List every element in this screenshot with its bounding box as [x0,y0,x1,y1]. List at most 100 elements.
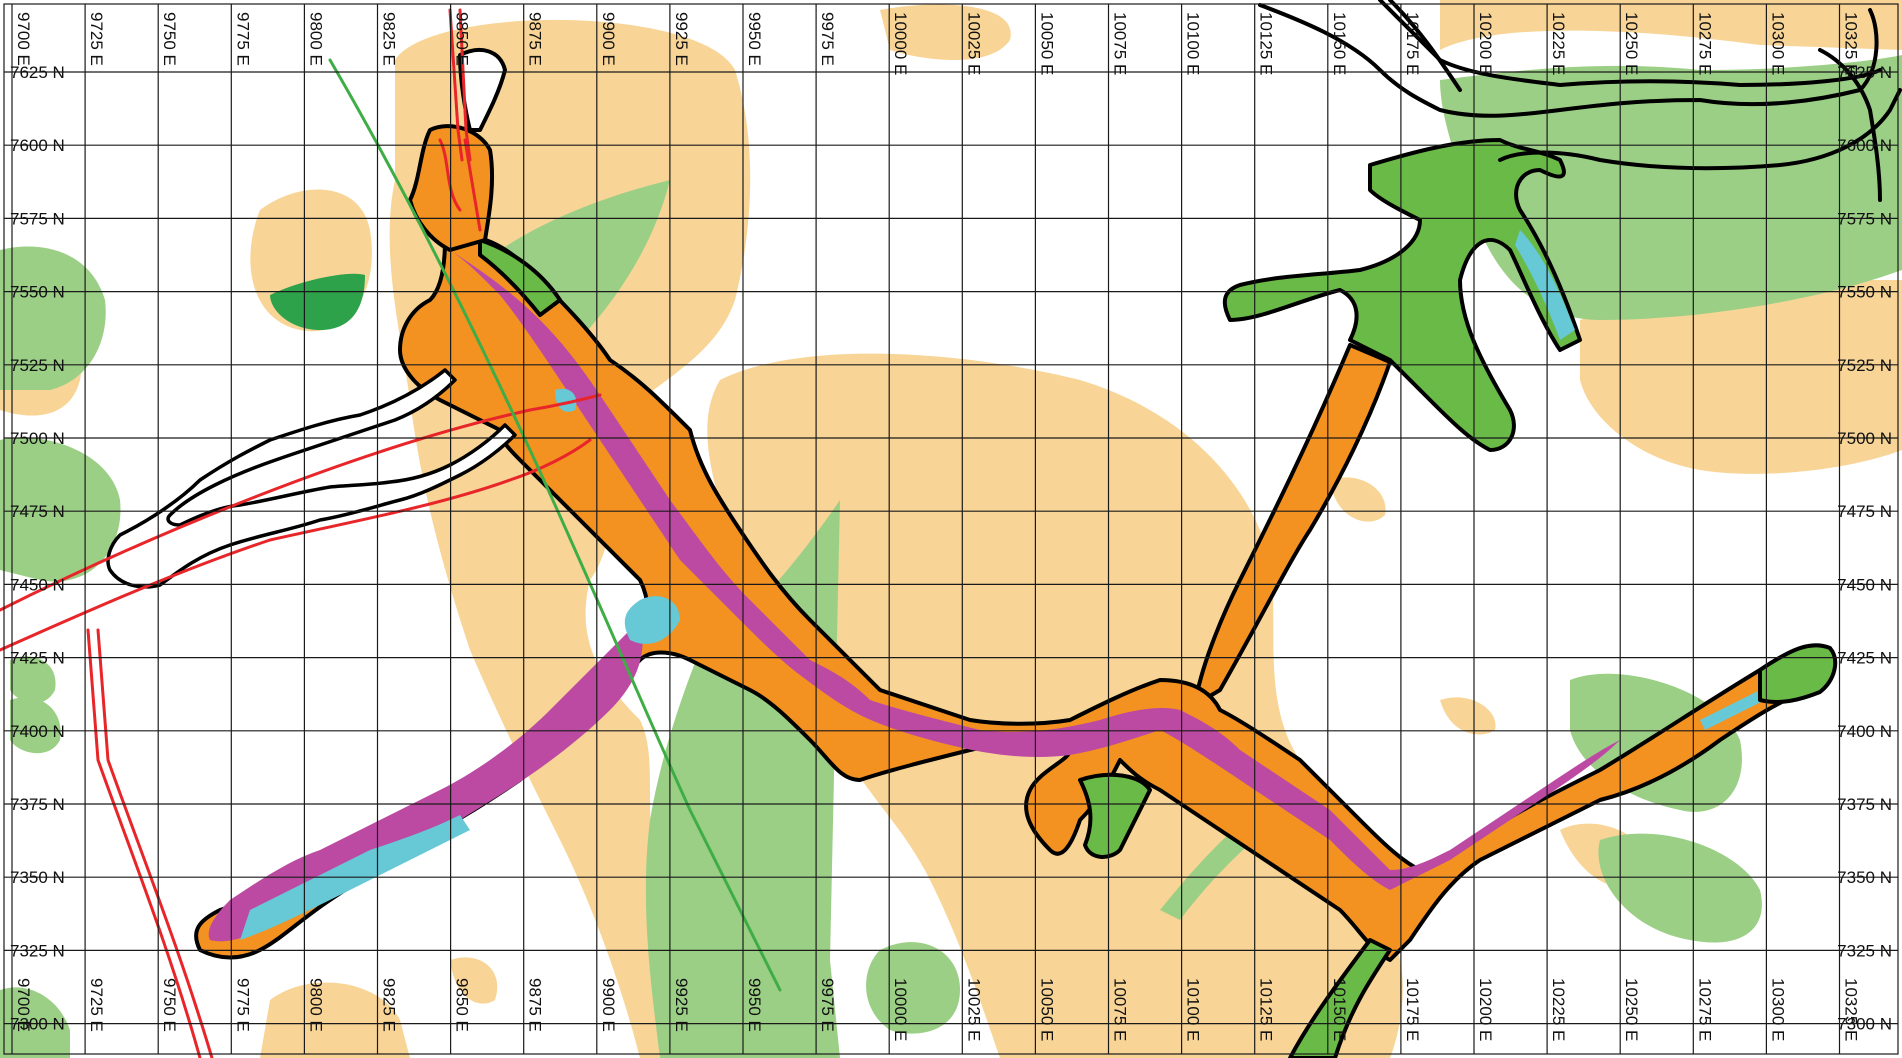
easting-label-top: 10275 E [1695,12,1714,75]
light-green-zone-west-small-1 [10,656,56,704]
light-green-zone-southwest [0,987,70,1058]
northing-label-right: 7425 N [1837,649,1892,668]
light-green-zone-south-blob [866,942,960,1034]
northing-label-left: 7500 N [10,429,65,448]
northing-label-left: 7550 N [10,283,65,302]
easting-label-top: 9825 E [380,12,399,66]
northing-label-right: 7350 N [1837,868,1892,887]
easting-label-bottom: 10100 E [1184,978,1203,1041]
dark-green-zone-west [270,273,365,330]
easting-label-bottom: 10150 E [1330,978,1349,1041]
easting-label-bottom: 9900 E [599,978,618,1032]
red-line-north-2 [458,8,472,162]
tan-zone-top-mid [880,4,1011,61]
northing-label-right: 7500 N [1837,429,1892,448]
red-line-stope-1 [438,138,462,212]
workings-line-ne-3 [1498,88,1902,171]
northing-label-right: 7300 N [1837,1015,1892,1034]
northing-label-left: 7475 N [10,502,65,521]
northing-label-right: 7475 N [1837,502,1892,521]
easting-label-bottom: 10300 E [1768,978,1787,1041]
northing-label-left: 7375 N [10,795,65,814]
easting-label-bottom: 9700 E [14,978,33,1032]
workings-line-ne-1 [1258,3,1879,118]
red-line-south-2 [96,628,214,1058]
easting-label-top: 10000 E [891,12,910,75]
red-line-south-1 [86,628,202,1058]
easting-label-bottom: 9975 E [818,978,837,1032]
easting-label-top: 9775 E [233,12,252,66]
easting-label-bottom: 9875 E [526,978,545,1032]
light-green-zone-west-upper [0,246,106,390]
northing-label-left: 7425 N [10,649,65,668]
easting-label-top: 9750 E [160,12,179,66]
easting-label-bottom: 10250 E [1622,978,1641,1041]
tan-zone-top-right [1440,0,1902,50]
northing-label-left: 7325 N [10,941,65,960]
map-frame [3,3,1899,1055]
northing-label-right: 7450 N [1837,575,1892,594]
light-green-zone-west-mid [0,437,121,582]
easting-label-bottom: 9750 E [160,978,179,1032]
northing-label-right: 7600 N [1837,136,1892,155]
easting-label-top: 9850 E [453,12,472,66]
easting-label-bottom: 10125 E [1257,978,1276,1041]
easting-label-top: 9700 E [14,12,33,66]
northing-label-left: 7350 N [10,868,65,887]
cyan-zone-northwest-link [555,388,577,412]
workings-outline-lines [1258,0,1902,202]
easting-label-bottom: 9800 E [306,978,325,1032]
red-line-north-1 [448,8,464,162]
easting-label-top: 9975 E [818,12,837,66]
easting-labels-bottom: 9700 E 9725 E 9750 E 9775 E 9800 E 9825 E 9850… [14,978,1861,1041]
green-line [328,58,782,992]
light-green-zone-northeast [1440,55,1902,320]
green-spurs [478,238,1838,1058]
northing-labels-right: 7625 N 7600 N 7575 N 7550 N 7525 N 7500 N 7475… [1837,63,1892,1034]
workings-line-ne-5 [1388,0,1462,92]
workings-magenta-west-arm [208,620,643,942]
easting-label-top: 9725 E [87,12,106,66]
northing-label-left: 7450 N [10,575,65,594]
northing-label-left: 7300 N [10,1015,65,1034]
easting-label-bottom: 9725 E [87,978,106,1032]
workings-south-leg-green [1288,938,1392,1058]
northing-label-left: 7625 N [10,63,65,82]
workings-line-ne-4 [1818,48,1882,202]
easting-label-top: 10100 E [1184,12,1203,75]
easting-label-bottom: 10325 E [1842,978,1861,1041]
tan-zone-central [707,353,1403,1058]
northing-labels-left: 7625 N 7600 N 7575 N 7550 N 7525 N 7500 N 7475… [10,63,65,1034]
cyan-zone-east-arm [1700,690,1765,730]
coordinate-grid [3,3,1899,1055]
light-green-zone-west-small-2 [10,697,61,754]
easting-label-top: 10075 E [1111,12,1130,75]
northing-label-right: 7575 N [1837,209,1892,228]
northing-label-right: 7325 N [1837,941,1892,960]
northing-label-left: 7575 N [10,209,65,228]
northing-label-right: 7400 N [1837,722,1892,741]
easting-label-top: 10025 E [964,12,983,75]
easting-label-bottom: 9850 E [453,978,472,1032]
easting-label-top: 10225 E [1549,12,1568,75]
easting-label-top: 9925 E [672,12,691,66]
northing-label-left: 7525 N [10,356,65,375]
red-line-west-north [0,393,602,612]
tan-zone-east-mid [1440,697,1496,735]
easting-label-bottom: 9775 E [233,978,252,1032]
easting-label-top: 10150 E [1330,12,1349,75]
cyan-zone-junction [624,596,680,644]
workings-east-arm-green [1758,643,1838,704]
easting-label-top: 9800 E [306,12,325,66]
easting-label-bottom: 10225 E [1549,978,1568,1041]
red-lines [0,8,602,1058]
easting-label-top: 10300 E [1768,12,1787,75]
tan-zone-northeast [1580,280,1902,474]
easting-labels-top: 9700 E 9725 E 9750 E 9775 E 9800 E 9825 E 9850… [14,12,1861,75]
easting-label-top: 10050 E [1037,12,1056,75]
workings-spur-north-green [478,238,562,317]
northing-label-right: 7550 N [1837,283,1892,302]
workings-northeast-green [1222,138,1582,452]
easting-label-top: 9900 E [599,12,618,66]
